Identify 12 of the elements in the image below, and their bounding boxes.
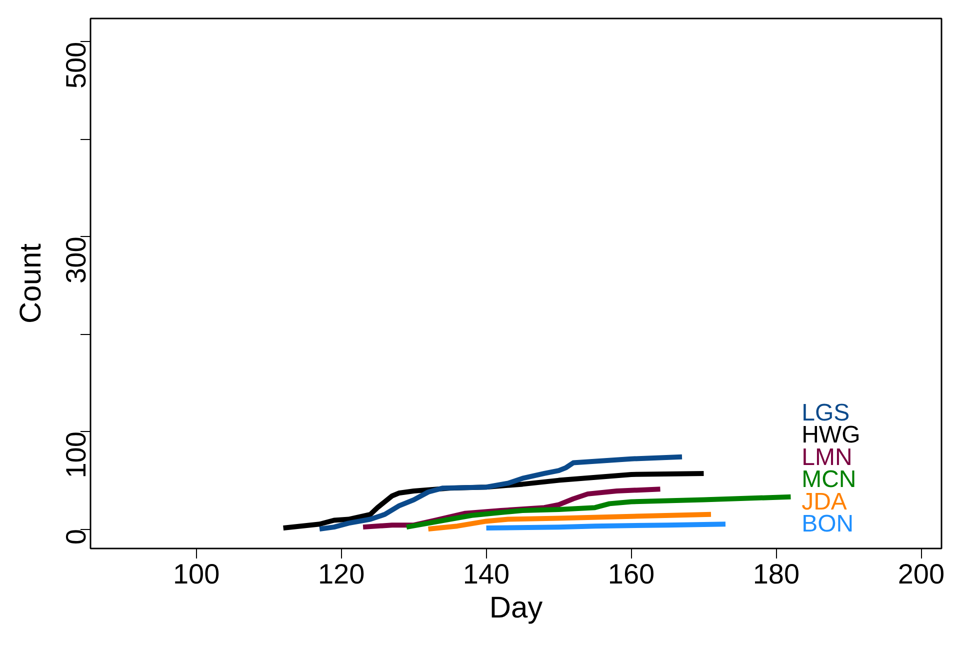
y-tick-label: 500 bbox=[60, 42, 92, 89]
x-tick-label: 160 bbox=[608, 558, 655, 590]
y-tick-label: 0 bbox=[60, 529, 92, 545]
x-tick-label: 180 bbox=[752, 558, 800, 590]
y-tick-label: 300 bbox=[60, 236, 92, 284]
x-tick-label: 120 bbox=[318, 558, 365, 590]
x-tick-label: 200 bbox=[898, 558, 945, 590]
x-tick-label: 140 bbox=[462, 558, 510, 590]
x-tick-label: 100 bbox=[172, 558, 220, 590]
y-tick-label: 100 bbox=[60, 432, 92, 478]
x-axis-title: Day bbox=[489, 592, 543, 624]
y-axis-title: Count bbox=[14, 242, 48, 324]
